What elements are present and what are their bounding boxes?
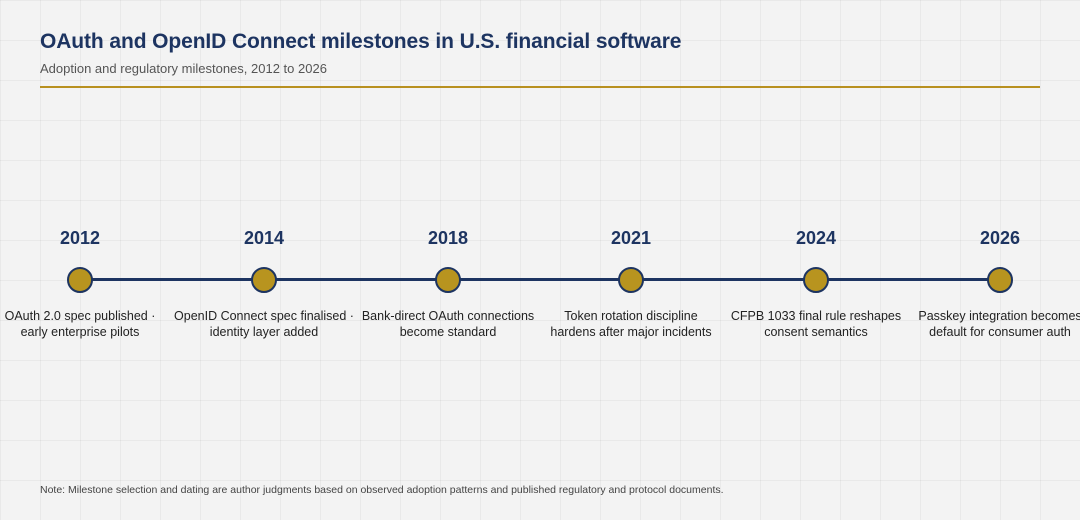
footnote: Note: Milestone selection and dating are… xyxy=(40,484,724,496)
milestone-description: Token rotation discipline hardens after … xyxy=(550,309,712,339)
milestone-marker xyxy=(251,267,277,293)
timeline-axis-line xyxy=(80,278,999,281)
milestone-marker xyxy=(987,267,1013,293)
milestone-description: Passkey integration becomes default for … xyxy=(918,309,1080,339)
milestone-marker xyxy=(67,267,93,293)
milestone-marker xyxy=(803,267,829,293)
milestone-marker xyxy=(618,267,644,293)
page-title: OAuth and OpenID Connect milestones in U… xyxy=(40,30,682,53)
milestone-year: 2026 xyxy=(979,228,1021,248)
milestone-marker xyxy=(435,267,461,293)
milestone-year: 2024 xyxy=(795,228,837,248)
page-subtitle: Adoption and regulatory milestones, 2012… xyxy=(40,61,327,76)
milestone-year: 2014 xyxy=(243,228,285,248)
milestone-description: OpenID Connect spec finalised · identity… xyxy=(174,309,354,339)
milestone-description: Bank-direct OAuth connections become sta… xyxy=(361,309,535,339)
milestone-description: CFPB 1033 final rule reshapes consent se… xyxy=(730,309,902,339)
milestone-year: 2018 xyxy=(427,228,469,248)
milestone-description: OAuth 2.0 spec published · early enterpr… xyxy=(4,309,156,339)
title-divider xyxy=(40,86,1040,88)
milestone-year: 2012 xyxy=(59,228,101,248)
milestone-year: 2021 xyxy=(610,228,652,248)
